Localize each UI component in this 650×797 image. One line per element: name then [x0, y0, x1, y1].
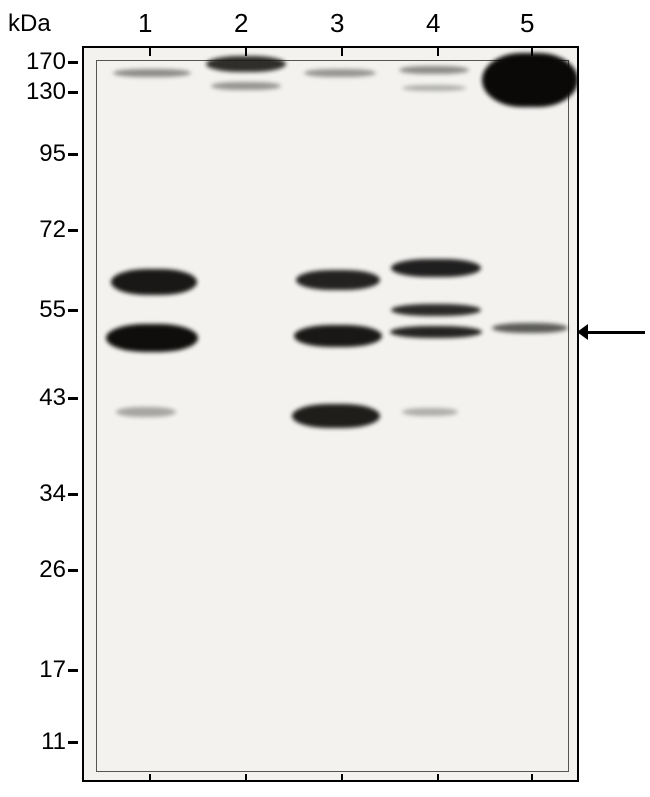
mw-tick: [68, 153, 78, 156]
blot-membrane: [82, 46, 579, 782]
mw-label: 17: [0, 656, 66, 684]
lane-label: 5: [520, 8, 534, 39]
lane-ticks-layer: [84, 48, 577, 780]
lane-label: 3: [330, 8, 344, 39]
mw-tick: [68, 741, 78, 744]
mw-tick: [68, 493, 78, 496]
mw-tick: [68, 229, 78, 232]
mw-label: 26: [0, 556, 66, 584]
mw-tick: [68, 397, 78, 400]
lane-tick: [341, 48, 343, 56]
lane-label: 4: [426, 8, 440, 39]
lane-tick: [149, 48, 151, 56]
lane-tick: [531, 774, 533, 782]
mw-label: 34: [0, 480, 66, 508]
lane-tick: [437, 774, 439, 782]
axis-unit-label: kDa: [8, 10, 51, 38]
lane-label: 2: [234, 8, 248, 39]
mw-tick: [68, 569, 78, 572]
lane-tick: [341, 774, 343, 782]
mw-tick: [68, 669, 78, 672]
lane-tick: [437, 48, 439, 56]
target-arrow-head: [577, 324, 588, 340]
mw-label: 55: [0, 296, 66, 324]
target-arrow-shaft: [588, 331, 645, 334]
mw-tick: [68, 61, 78, 64]
mw-label: 130: [0, 78, 66, 106]
mw-label: 95: [0, 140, 66, 168]
lane-label: 1: [138, 8, 152, 39]
mw-label: 11: [0, 728, 66, 756]
mw-label: 72: [0, 216, 66, 244]
mw-tick: [68, 309, 78, 312]
lane-tick: [531, 48, 533, 56]
mw-tick: [68, 91, 78, 94]
mw-label: 43: [0, 384, 66, 412]
lane-tick: [149, 774, 151, 782]
lane-tick: [245, 48, 247, 56]
mw-label: 170: [0, 48, 66, 76]
blot-figure: kDa 1701309572554334261711 12345: [0, 0, 650, 797]
lane-tick: [245, 774, 247, 782]
